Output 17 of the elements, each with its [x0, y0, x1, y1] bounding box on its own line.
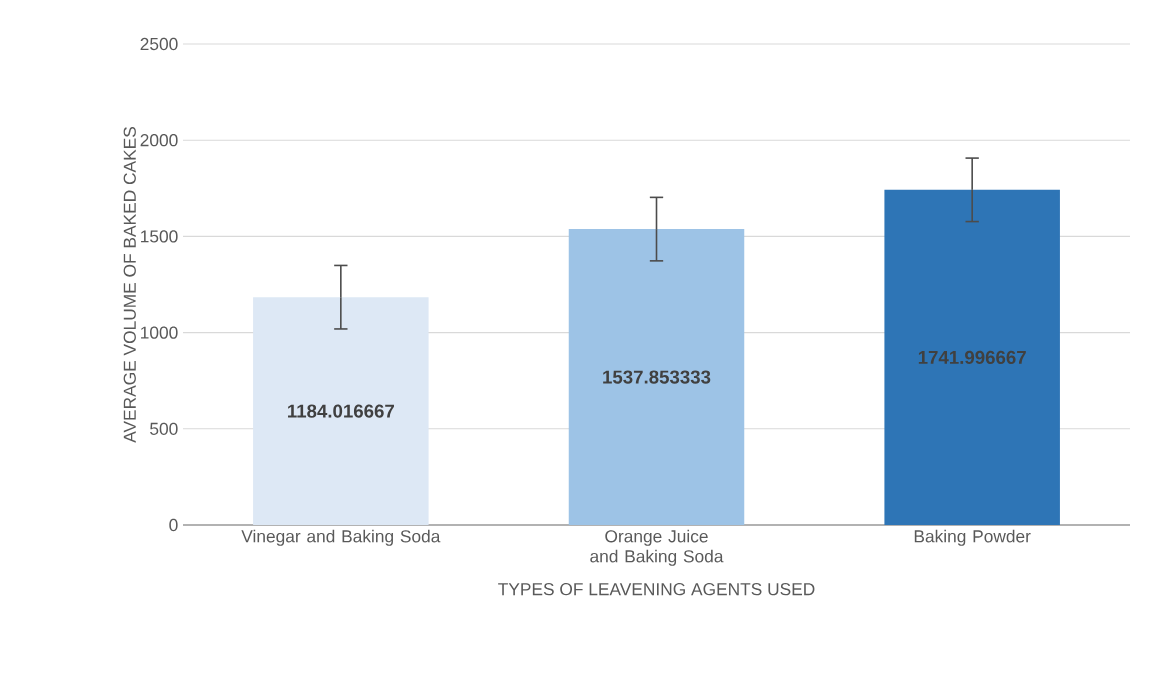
y-tick-label: 2500 [140, 37, 178, 51]
y-tick-label: 1000 [141, 326, 178, 339]
x-axis-title: TYPES OF LEAVENING AGENTS USED [498, 583, 815, 596]
y-tick-label: 2000 [140, 134, 178, 147]
y-tick-label: 0 [169, 518, 178, 532]
x-tick-label: Vinegar and Baking Soda [241, 529, 441, 546]
data-label: 1741.996667 [918, 350, 1026, 365]
bar [884, 189, 1060, 525]
y-axis-title: AVERAGE VOLUME OF BAKED CAKES [123, 127, 136, 443]
bar [568, 229, 745, 525]
y-tick-label: 500 [150, 422, 178, 435]
x-tick-label: Orange Juice and Baking Soda [590, 529, 724, 566]
y-tick-label: 1500 [141, 230, 178, 243]
data-label: 1184.016667 [288, 404, 394, 418]
x-tick-label: Baking Powder [914, 529, 1031, 546]
bar [253, 297, 429, 525]
data-label: 1537.853333 [603, 370, 711, 384]
